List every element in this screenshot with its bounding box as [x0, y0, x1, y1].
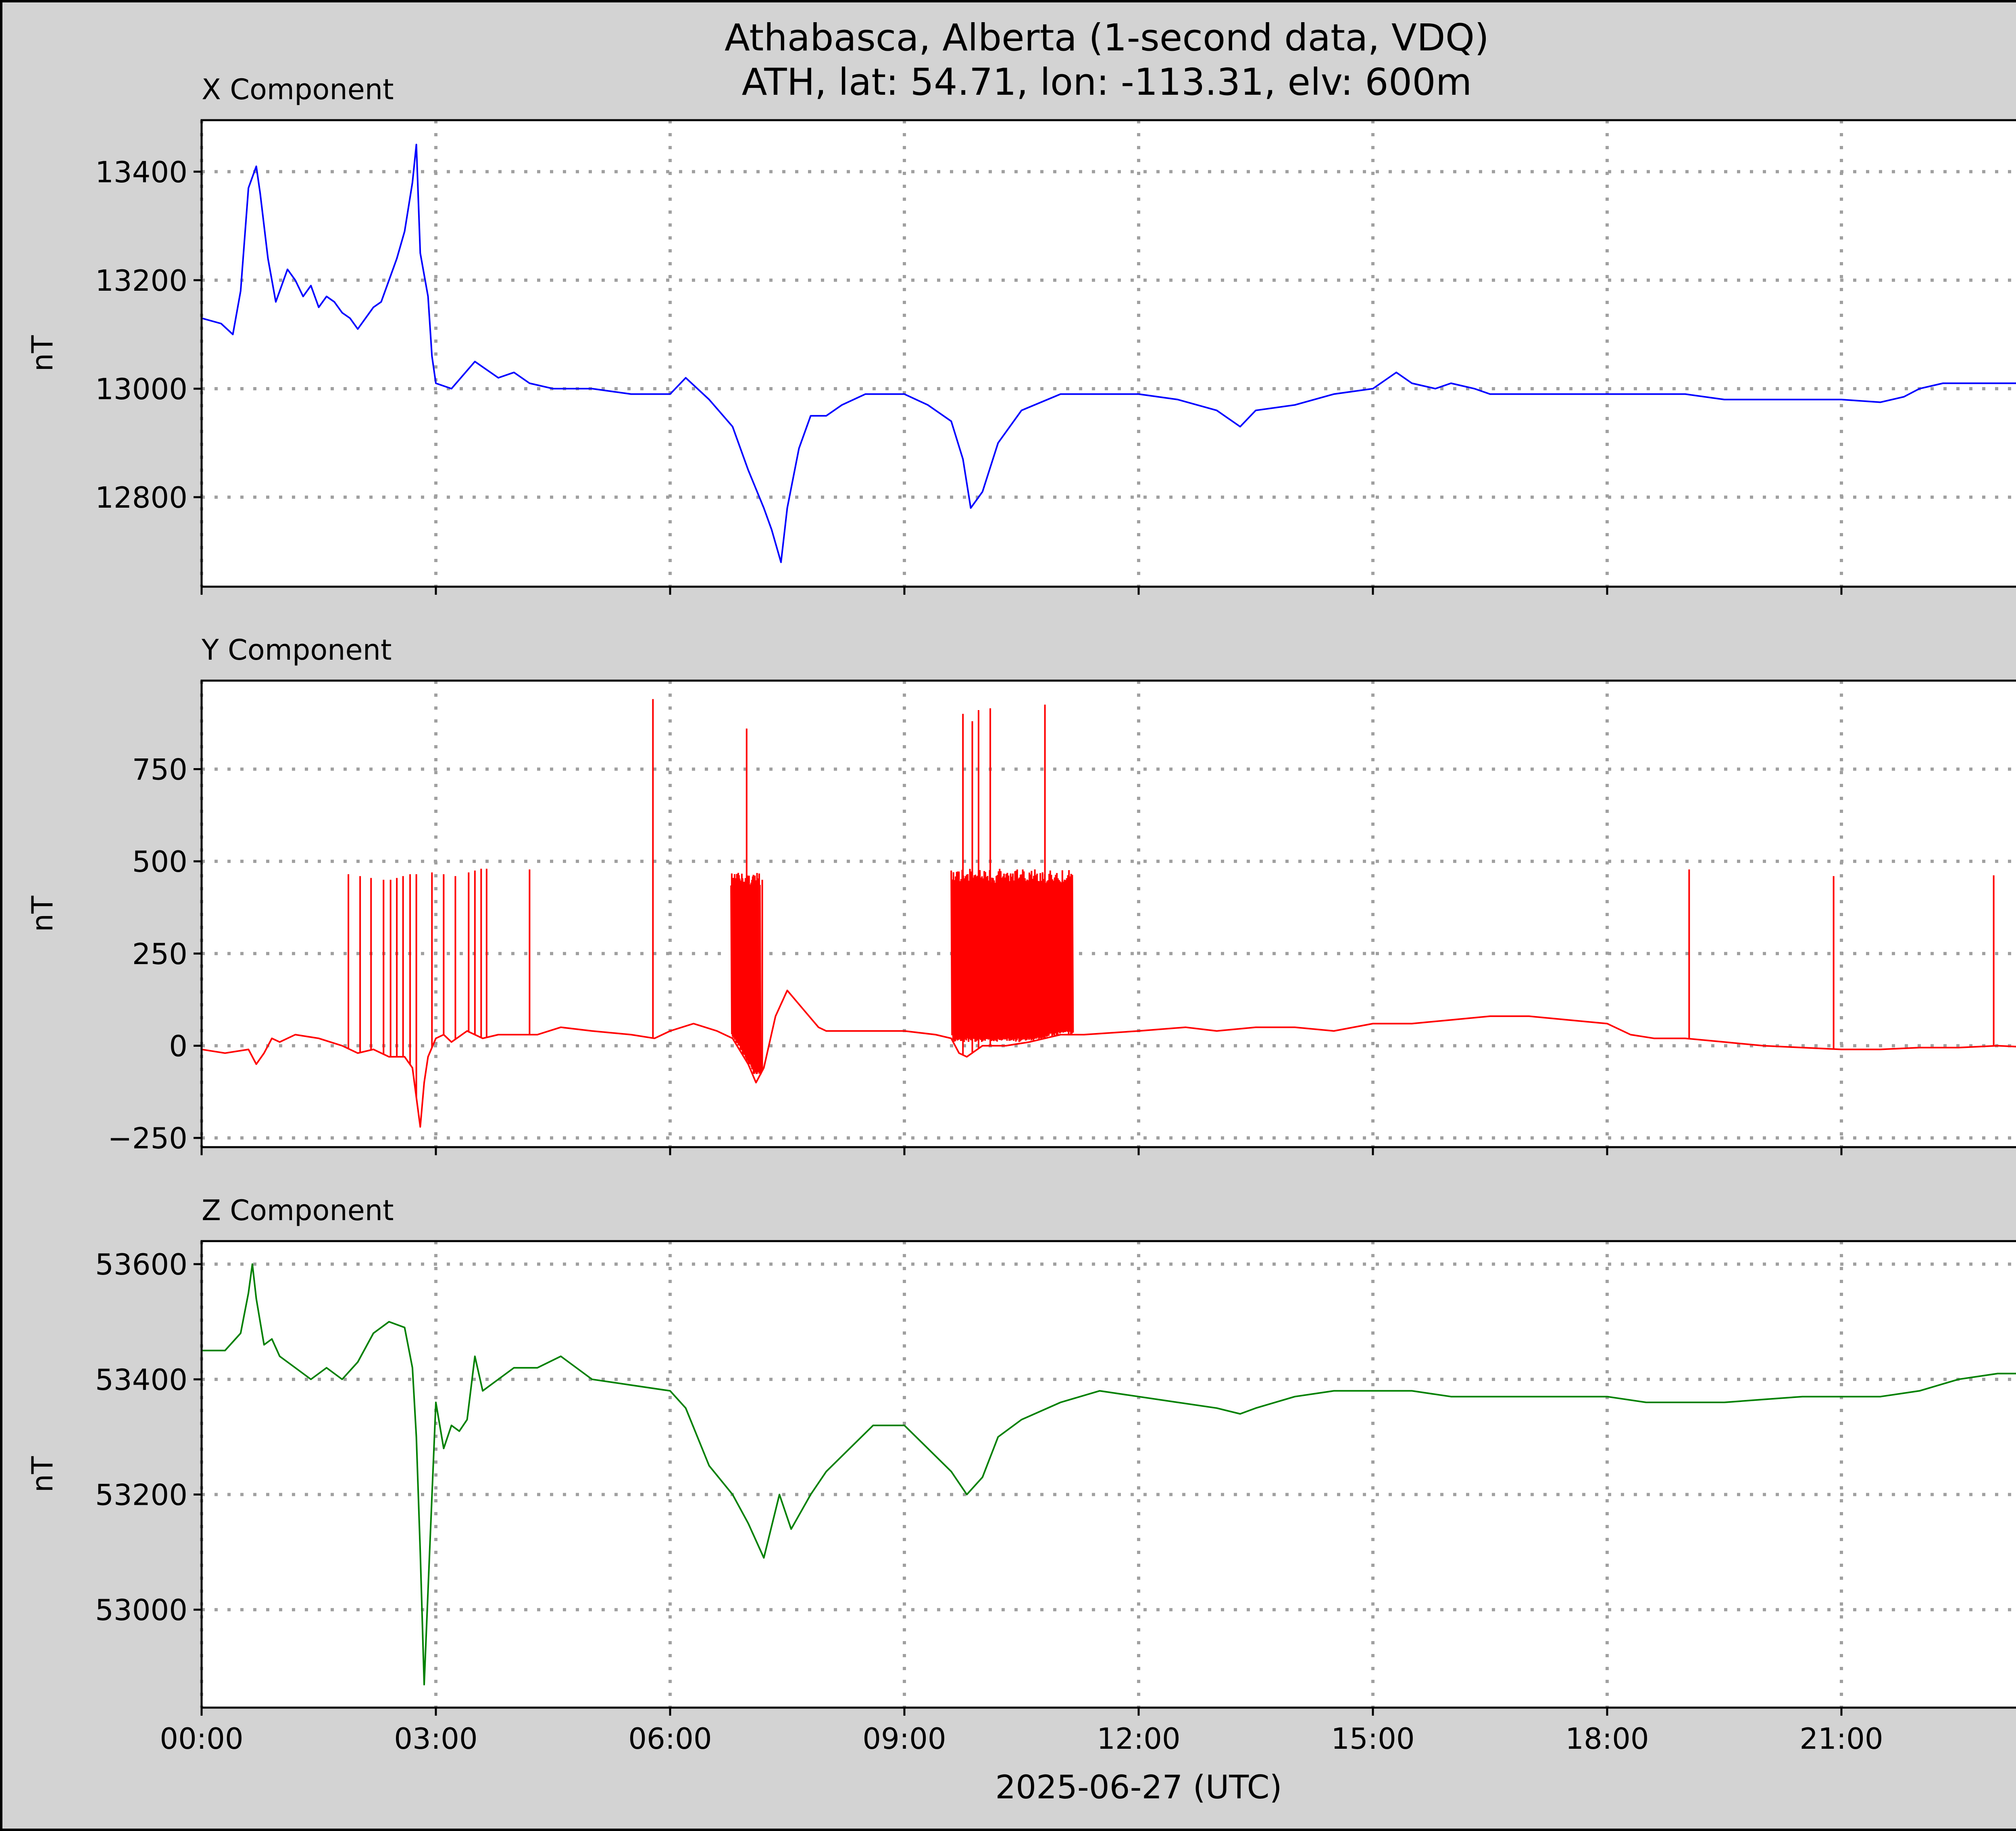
y-tick-label: 53400 [95, 1363, 187, 1397]
y-tick-label: 250 [132, 937, 187, 971]
y-tick-label: 500 [132, 845, 187, 879]
y-axis-label: nT [25, 896, 59, 932]
y-tick-label: 13400 [95, 155, 187, 189]
x-tick-label: 12:00 [1097, 1722, 1181, 1756]
figure-title-line2: ATH, lat: 54.71, lon: -113.31, elv: 600m [742, 60, 1472, 104]
x-tick-label: 03:00 [394, 1722, 478, 1756]
x-axis-label: 2025-06-27 (UTC) [995, 1769, 1282, 1806]
y-tick-label: 0 [169, 1029, 187, 1063]
series-line [202, 144, 2016, 563]
panel-z-component: 00:00 03:00 06:00 09:00 12:00 15:00 18:00 21:00… [25, 1194, 2016, 1806]
x-tick-label: 18:00 [1565, 1722, 1649, 1756]
y-axis-label: nT [25, 1456, 59, 1493]
y-tick-label: 53000 [95, 1593, 187, 1627]
panel-x-component: 12800 13000 13200 13400 X Component nT [25, 73, 2016, 595]
y-tick-label: 13000 [95, 372, 187, 406]
plot-area [202, 1241, 2016, 1708]
y-tick-label: 13200 [95, 264, 187, 298]
panel-title: Y Component [201, 633, 392, 667]
y-tick-label: −250 [108, 1121, 187, 1155]
figure-title-line1: Athabasca, Alberta (1-second data, VDQ) [725, 16, 1489, 59]
series-line [202, 989, 2016, 1128]
x-tick-label: 06:00 [628, 1722, 712, 1756]
x-tick-label: 15:00 [1331, 1722, 1415, 1756]
series-line [202, 1263, 2016, 1685]
plot-area [202, 120, 2016, 587]
y-tick-label: 53200 [95, 1478, 187, 1512]
burst-marks [950, 869, 1074, 1042]
x-tick-label: 00:00 [160, 1722, 244, 1756]
y-tick-label: 53600 [95, 1248, 187, 1281]
y-tick-label: 750 [132, 753, 187, 787]
x-tick-label: 09:00 [862, 1722, 946, 1756]
panel-title: Z Component [202, 1194, 394, 1227]
panel-title: X Component [202, 73, 394, 106]
panel-y-component: −250 0 250 500 750 Y Component nT [25, 633, 2016, 1155]
burst-marks [730, 873, 762, 1075]
x-tick-label: 21:00 [1799, 1722, 1883, 1756]
y-tick-label: 12800 [95, 481, 187, 515]
y-axis-label: nT [25, 335, 59, 372]
plot-area [202, 681, 2016, 1147]
